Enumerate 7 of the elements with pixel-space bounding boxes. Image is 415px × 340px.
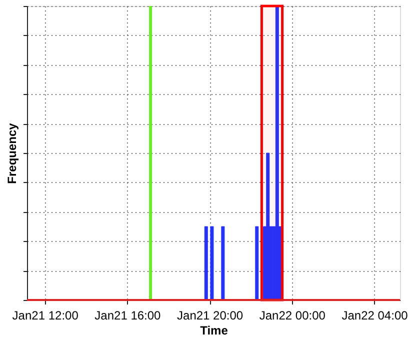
x-axis-title: Time <box>200 324 228 338</box>
x-tick-label: Jan22 00:00 <box>259 308 326 322</box>
x-tick-label: Jan21 16:00 <box>94 308 162 322</box>
y-axis-title: Frequency <box>5 122 19 184</box>
x-tick-label: Jan22 04:00 <box>342 308 408 322</box>
x-tick-label: Jan21 12:00 <box>12 308 79 322</box>
x-tick-label: Jan21 20:00 <box>177 308 244 322</box>
